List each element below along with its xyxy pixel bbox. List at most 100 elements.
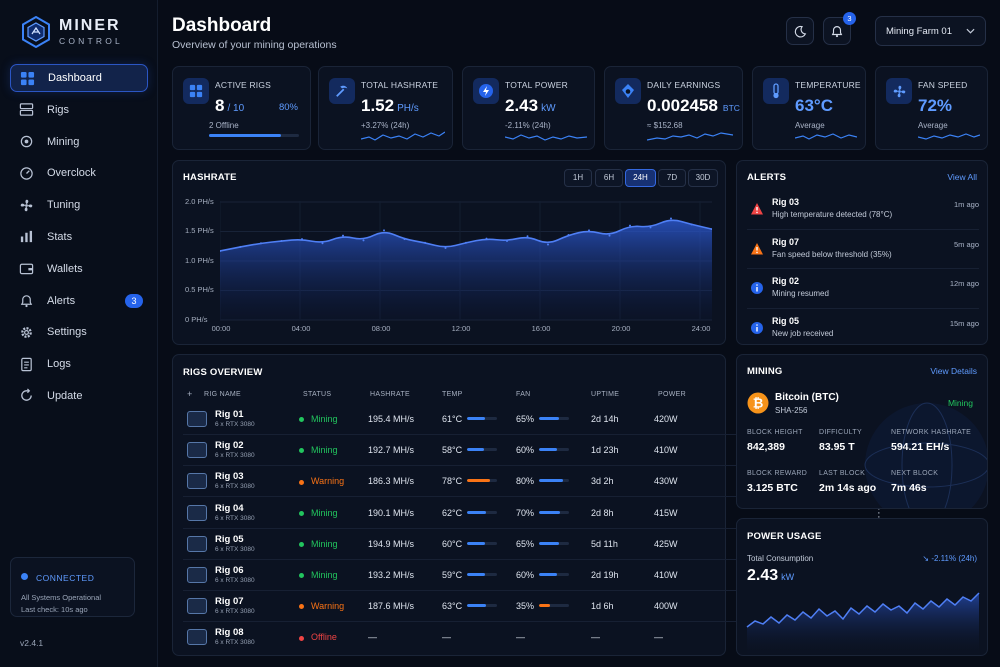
earnings-sparkline: [647, 132, 733, 141]
theme-toggle-button[interactable]: [786, 17, 814, 45]
alert-item[interactable]: Rig 07 Fan speed below threshold (35%) 5…: [747, 230, 979, 269]
alert-item[interactable]: Rig 03 High temperature detected (78°C) …: [747, 190, 979, 230]
sidebar-item-stats[interactable]: Stats: [10, 223, 148, 251]
column-header[interactable]: UPTIME: [591, 391, 620, 398]
range-24h-button[interactable]: 24H: [625, 169, 656, 187]
column-header[interactable]: RIG NAME: [204, 391, 242, 398]
rig-status-label: Mining: [311, 507, 338, 518]
column-header[interactable]: TEMP: [442, 391, 463, 398]
table-row[interactable]: Rig 06 6 x RTX 3080 Mining 193.2 MH/s 59°C 60…: [183, 560, 889, 591]
stat-card-daily-earnings[interactable]: DAILY EARNINGS 0.002458 BTC ≈ $152.68: [604, 66, 743, 150]
rig-hashrate: 186.3 MH/s: [368, 476, 415, 487]
x-tick-label: 00:00: [211, 324, 231, 333]
column-header[interactable]: STATUS: [303, 391, 332, 398]
rig-status: Offline: [299, 632, 337, 642]
rig-hashrate: 195.4 MH/s: [368, 414, 415, 424]
info-icon: [751, 321, 763, 334]
rig-power: —: [654, 632, 663, 643]
rig-uptime: 1d 23h: [591, 445, 619, 456]
bolt-icon: [473, 78, 499, 104]
stat-card-total-power[interactable]: TOTAL POWER 2.43 kW -2.11% (24h): [462, 66, 595, 150]
sidebar-item-rigs[interactable]: Rigs: [10, 96, 148, 124]
sidebar-item-update[interactable]: Update: [10, 382, 148, 410]
active-rigs-progress: [209, 134, 299, 137]
stat-label: TEMPERATURE: [795, 80, 861, 90]
status-dot-icon: [299, 448, 304, 454]
stat-value: 1.52 PH/s: [361, 96, 419, 116]
hashrate-point: [239, 245, 242, 248]
notifications-button[interactable]: 3: [823, 12, 856, 45]
sidebar-item-logs[interactable]: Logs: [10, 350, 148, 378]
temp-bar-fill: [467, 448, 485, 452]
metric-label: NEXT BLOCK: [891, 470, 939, 477]
y-tick-label: 1.5 PH/s: [185, 226, 214, 235]
table-row[interactable]: Rig 02 6 x RTX 3080 Mining 192.7 MH/s 58°C 60…: [183, 435, 889, 467]
sidebar-item-tuning[interactable]: Tuning: [10, 191, 148, 219]
rig-gpus: 6 x RTX 3080: [215, 483, 255, 491]
status-dot-icon: [299, 417, 304, 423]
stat-card-fan-speed[interactable]: FAN SPEED 72% Average: [875, 66, 988, 150]
alerts-count-badge: 3: [125, 293, 143, 308]
rig-fan: 60%: [516, 570, 535, 580]
view-mining-details-link[interactable]: View Details: [930, 366, 977, 376]
column-header[interactable]: HASHRATE: [370, 391, 410, 398]
view-all-alerts-link[interactable]: View All: [947, 172, 977, 182]
sidebar-item-mining[interactable]: Mining: [10, 128, 148, 156]
sidebar-item-alerts[interactable]: Alerts 3: [10, 287, 148, 315]
column-header[interactable]: FAN: [516, 391, 531, 398]
page-title: Dashboard: [172, 15, 272, 36]
power-usage-panel: POWER USAGE Total Consumption ↘ -2.11% (…: [736, 518, 988, 656]
rig-fan: 65%: [516, 414, 535, 424]
farm-select[interactable]: Mining Farm 01: [875, 16, 986, 46]
hashrate-point: [465, 241, 467, 244]
alert-item[interactable]: Rig 02 Mining resumed 12m ago: [747, 269, 979, 309]
sidebar-item-wallets[interactable]: Wallets: [10, 255, 148, 283]
column-header[interactable]: POWER: [658, 391, 686, 398]
rig-uptime: 2d 8h: [591, 507, 614, 518]
status-dot-icon: [299, 479, 304, 485]
rig-hashrate: 190.1 MH/s: [368, 507, 415, 518]
hashrate-point: [403, 238, 406, 241]
table-row[interactable]: Rig 07 6 x RTX 3080 Warning 187.6 MH/s 63°C 3…: [183, 591, 889, 623]
sidebar-item-overclock[interactable]: Overclock: [10, 159, 148, 187]
gauge-icon: [20, 167, 33, 180]
rig-power: 415W: [654, 507, 678, 518]
alert-message: New job received: [772, 328, 834, 338]
stat-card-temperature[interactable]: TEMPERATURE 63°C Average: [752, 66, 866, 150]
sidebar-item-dashboard[interactable]: Dashboard: [10, 64, 148, 92]
fan-bar: [539, 573, 569, 576]
range-6h-button[interactable]: 6H: [595, 169, 623, 187]
temp-bar-fill: [467, 604, 486, 608]
range-1h-button[interactable]: 1H: [564, 169, 592, 187]
svg-text:₿: ₿: [753, 396, 764, 411]
range-30d-button[interactable]: 30D: [688, 169, 718, 187]
globe-decoration-icon: [864, 402, 987, 508]
add-rig-icon[interactable]: +: [187, 389, 193, 399]
alert-item[interactable]: Rig 05 New job received 15m ago: [747, 309, 979, 349]
rig-temp: 63°C: [442, 601, 463, 612]
metric-value: 594.21 EH/s: [891, 441, 950, 453]
sidebar-item-label: Settings: [47, 326, 87, 339]
alert-time: 15m ago: [949, 318, 979, 328]
range-7d-button[interactable]: 7D: [658, 169, 686, 187]
hashrate-chart[interactable]: [220, 201, 712, 321]
warning-triangle-icon: [751, 242, 763, 254]
alert-rig: Rig 05: [772, 315, 800, 326]
hashrate-point: [567, 234, 570, 237]
mining-title: MINING: [747, 366, 783, 377]
gpu-rig-icon: [187, 598, 207, 615]
fan-bar-fill: [539, 604, 550, 608]
sidebar-item-settings[interactable]: Settings: [10, 318, 148, 346]
stat-card-active-rigs[interactable]: ACTIVE RIGS 8/ 10 80% 2 Offline: [172, 66, 311, 150]
table-row[interactable]: Rig 05 6 x RTX 3080 Mining 194.9 MH/s 60°C 65…: [183, 529, 889, 560]
sidebar-item-label: Rigs: [47, 103, 70, 116]
hashrate-point: [649, 226, 652, 229]
hashrate-point: [690, 223, 693, 226]
mining-state-badge: Mining: [947, 398, 973, 408]
stat-card-total-hashrate[interactable]: TOTAL HASHRATE 1.52 PH/s +3.27% (24h): [318, 66, 453, 150]
logo[interactable]: MINER CONTROL: [22, 16, 123, 48]
temp-bar-fill: [467, 510, 486, 514]
active-rigs-percent: 80%: [278, 102, 298, 113]
rig-name: Rig 04: [215, 502, 244, 514]
rig-power: 410W: [654, 570, 678, 580]
